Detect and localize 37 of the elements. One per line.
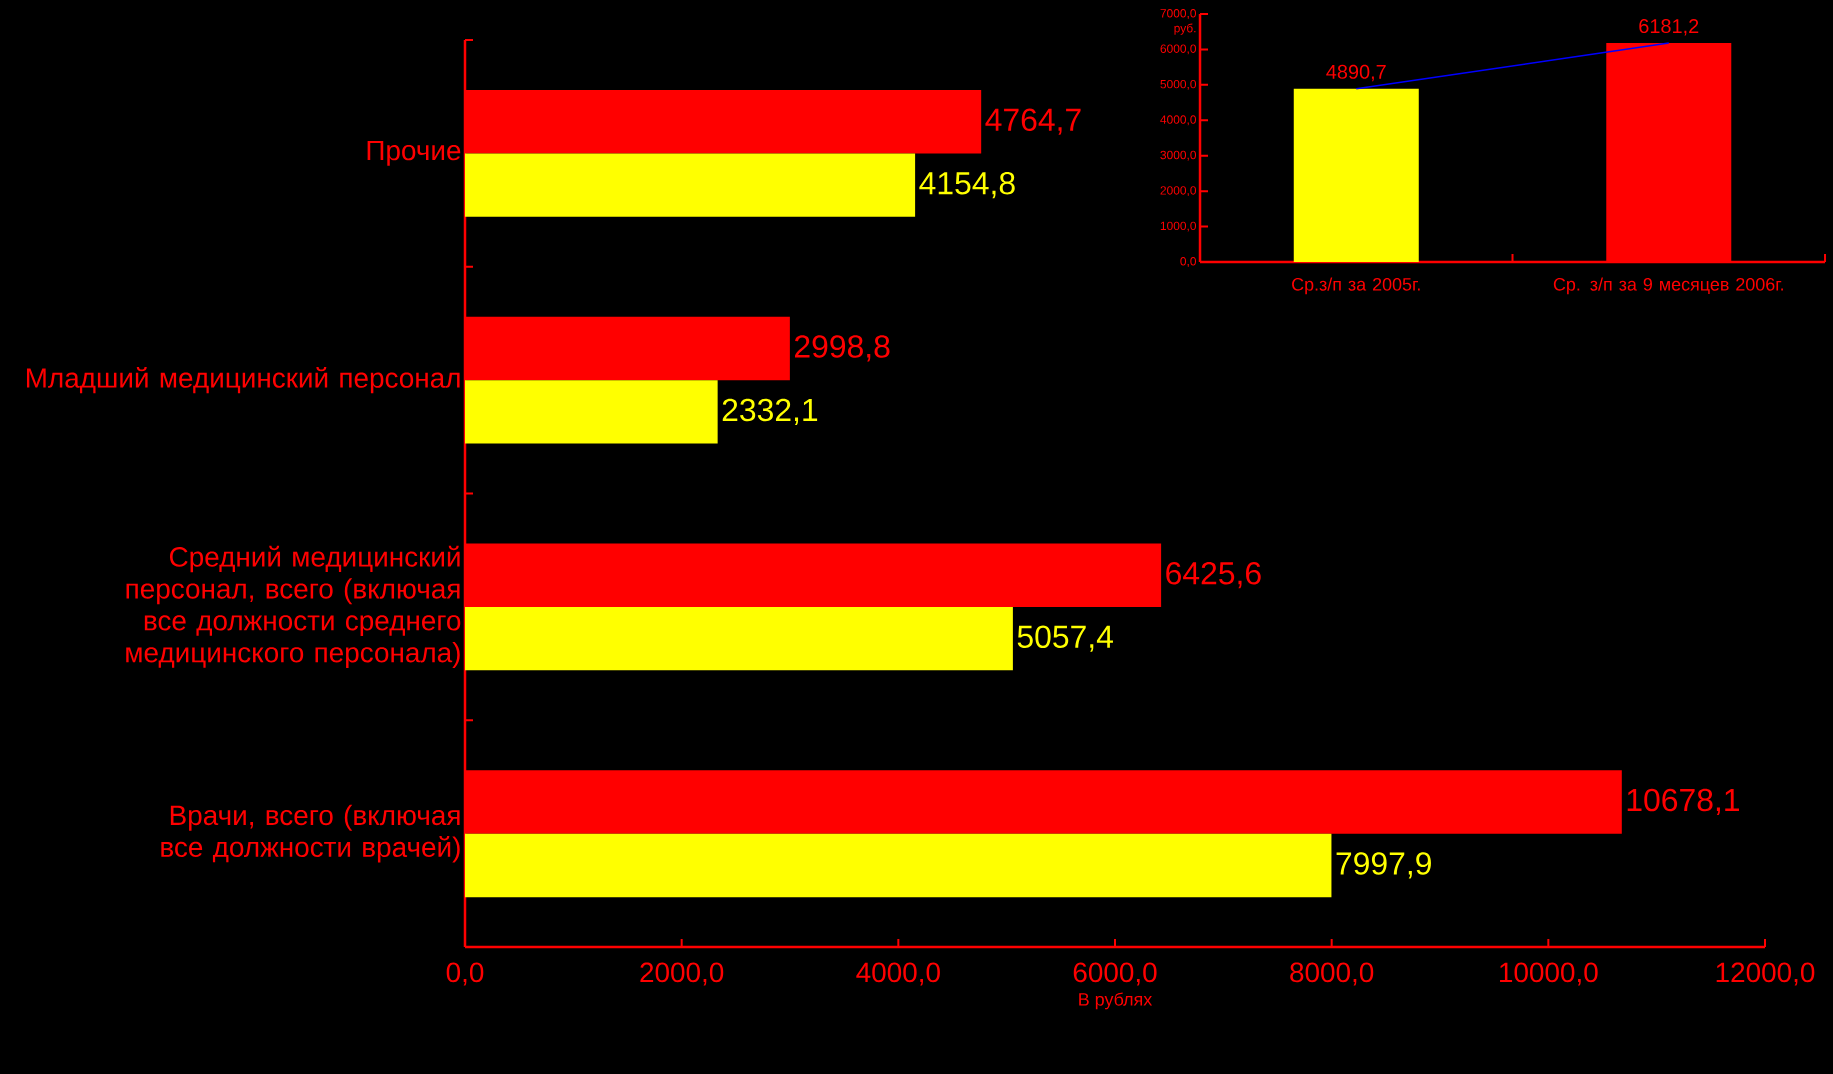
data-label: 2998,8: [795, 335, 890, 362]
y-tick-label: 6000,0: [1160, 44, 1197, 55]
data-label: 6181,2: [1639, 19, 1699, 36]
y-tick-label: 0,0: [1180, 257, 1197, 267]
data-label: 4154,8: [919, 171, 1015, 199]
x-tick-label: Ср. з/п за 9 месяцев 2006г.: [1553, 277, 1783, 295]
y-tick-label: 7000,0: [1160, 9, 1197, 19]
y-tick-label: Прочие: [367, 140, 461, 166]
y-axis-title: руб.: [1174, 23, 1196, 35]
y-tick-label: 4000,0: [1160, 115, 1197, 126]
bar: [465, 606, 1013, 671]
x-tick-label: 6000,0: [1073, 962, 1157, 986]
y-tick-label: Врачи, всего (включая все должности врачей): [161, 804, 460, 863]
x-tick-label: 4000,0: [856, 962, 940, 986]
y-tick-label: Средний медицинский персонал, всего (включая все должности среднего медицинского персонала): [126, 545, 461, 668]
x-axis-title: В рублях: [1079, 992, 1153, 1010]
y-tick-label: 3000,0: [1160, 150, 1197, 161]
x-tick-label: Ср.з/п за 2005г.: [1292, 277, 1420, 295]
bar: [465, 833, 1332, 898]
bar: [465, 153, 916, 217]
x-tick-label: 10000,0: [1500, 962, 1598, 986]
bar: [465, 380, 718, 444]
x-tick-label: 12000,0: [1716, 962, 1815, 986]
y-tick-label: Младший медицинский персонал: [26, 366, 460, 394]
data-label: 10678,1: [1627, 788, 1739, 816]
data-label: 6425,6: [1166, 561, 1261, 589]
data-label: 7997,9: [1336, 852, 1431, 879]
x-tick-label: 8000,0: [1290, 962, 1374, 986]
data-label: 5057,4: [1017, 625, 1113, 652]
y-tick-label: 1000,0: [1160, 221, 1197, 232]
data-label: 2332,1: [722, 398, 818, 426]
x-tick-label: 2000,0: [640, 962, 724, 986]
x-tick-label: 0,0: [446, 962, 484, 986]
y-tick-label: 5000,0: [1160, 79, 1197, 90]
data-label: 4764,7: [985, 108, 1081, 135]
data-label: 4890,7: [1326, 64, 1386, 82]
y-tick-label: 2000,0: [1160, 186, 1197, 197]
